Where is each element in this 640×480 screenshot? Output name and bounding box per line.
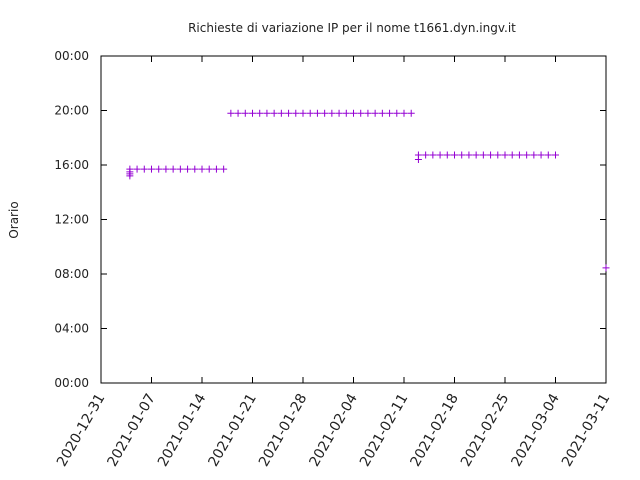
marker (400, 109, 408, 117)
marker (205, 165, 213, 173)
marker (133, 165, 141, 173)
x-tick-label: 2021-02-04 (306, 391, 361, 470)
marker (523, 151, 531, 159)
marker (350, 109, 357, 117)
marker (198, 165, 206, 173)
marker (328, 109, 336, 117)
marker (313, 109, 321, 117)
marker (501, 151, 509, 159)
y-tick-label: 16:00 (54, 158, 89, 172)
y-tick-label: 00:00 (54, 376, 89, 390)
marker (552, 151, 559, 159)
marker (602, 264, 610, 272)
x-tick-label: 2021-03-04 (508, 391, 563, 470)
marker (234, 109, 242, 117)
y-tick-label: 00:00 (54, 49, 89, 63)
x-tick-label: 2021-02-18 (407, 391, 462, 469)
y-tick-label: 12:00 (54, 213, 89, 227)
marker (306, 109, 314, 117)
x-tick-label: 2021-02-11 (357, 391, 412, 469)
marker (256, 109, 264, 117)
marker (342, 109, 350, 117)
marker (436, 151, 444, 159)
marker (371, 109, 379, 117)
x-tick-label: 2020-12-31 (54, 391, 109, 469)
marker (191, 165, 199, 173)
marker (494, 151, 502, 159)
marker (458, 151, 466, 159)
marker (422, 151, 430, 159)
marker (479, 151, 487, 159)
marker (414, 156, 422, 164)
marker (169, 165, 177, 173)
x-tick-label: 2021-01-14 (155, 391, 210, 470)
marker (176, 165, 184, 173)
marker (126, 172, 134, 180)
marker (465, 151, 473, 159)
marker (263, 109, 271, 117)
marker (508, 151, 516, 159)
y-tick-label: 04:00 (54, 322, 89, 336)
marker (285, 109, 293, 117)
marker (335, 109, 343, 117)
marker (212, 165, 220, 173)
marker (184, 165, 192, 173)
chart-title: Richieste di variazione IP per il nome t… (188, 21, 516, 35)
marker (393, 109, 401, 117)
marker (162, 165, 170, 173)
marker (364, 109, 372, 117)
marker (544, 151, 552, 159)
marker (155, 165, 163, 173)
marker (537, 151, 545, 159)
marker (378, 109, 386, 117)
x-tick-label: 2021-02-25 (458, 391, 513, 469)
marker (386, 109, 394, 117)
marker (292, 109, 300, 117)
marker (241, 109, 249, 117)
plot-border (100, 55, 607, 384)
marker (407, 109, 415, 117)
x-tick-label: 2021-01-21 (205, 391, 260, 469)
marker (249, 109, 256, 117)
marker (443, 151, 451, 159)
marker (148, 165, 155, 173)
marker (227, 109, 235, 117)
marker (299, 109, 307, 117)
x-tick-label: 2021-01-28 (256, 391, 311, 469)
x-tick-label: 2021-03-11 (559, 391, 614, 469)
y-tick-label: 20:00 (54, 104, 89, 118)
marker (357, 109, 365, 117)
y-tick-label: 08:00 (54, 267, 89, 281)
marker (530, 151, 538, 159)
marker (429, 151, 437, 159)
marker (515, 151, 523, 159)
marker (220, 165, 228, 173)
x-tick-label: 2021-01-07 (104, 391, 159, 469)
y-axis-label: Orario (7, 201, 21, 238)
marker (140, 165, 148, 173)
marker (472, 151, 480, 159)
marker (321, 109, 329, 117)
marker (487, 151, 495, 159)
marker (451, 151, 458, 159)
marker (270, 109, 278, 117)
marker (277, 109, 285, 117)
